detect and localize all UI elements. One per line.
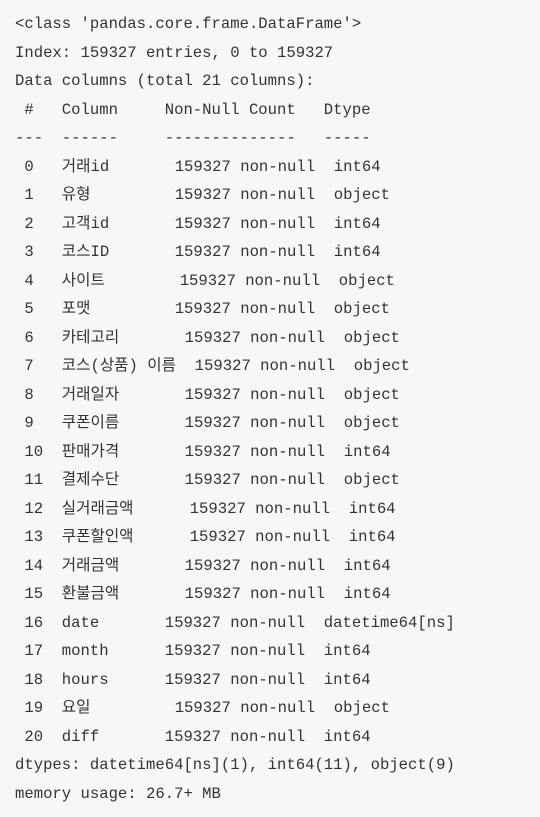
column-row: 11 결제수단 159327 non-null object: [15, 471, 400, 489]
output-line-memory-usage: memory usage: 26.7+ MB: [15, 784, 221, 803]
column-row: 12 실거래금액 159327 non-null int64: [15, 499, 396, 518]
column-row: 15 환불금액 159327 non-null int64: [15, 585, 391, 603]
output-line-separator: --- ------ -------------- -----: [15, 129, 371, 147]
column-row: 2 고객id 159327 non-null int64: [15, 214, 381, 233]
column-row: 0 거래id 159327 non-null int64: [15, 157, 381, 176]
column-row: 10 판매가격 159327 non-null int64: [15, 442, 391, 461]
column-row: 9 쿠폰이름 159327 non-null object: [15, 414, 400, 432]
column-row: 13 쿠폰할인액 159327 non-null int64: [15, 528, 396, 546]
output-line-column-headers: # Column Non-Null Count Dtype: [15, 100, 371, 119]
column-row: 6 카테고리 159327 non-null object: [15, 328, 400, 347]
column-row: 8 거래일자 159327 non-null object: [15, 385, 400, 404]
column-row: 20 diff 159327 non-null int64: [15, 727, 371, 746]
output-line-type: <class 'pandas.core.frame.DataFrame'>: [15, 15, 362, 33]
column-row: 3 코스ID 159327 non-null int64: [15, 243, 381, 261]
column-row: 5 포맷 159327 non-null object: [15, 300, 390, 318]
column-row: 4 사이트 159327 non-null object: [15, 271, 395, 290]
column-row: 1 유형 159327 non-null object: [15, 186, 390, 204]
column-row: 7 코스(상품) 이름 159327 non-null object: [15, 357, 410, 375]
output-line-column-count: Data columns (total 21 columns):: [15, 72, 315, 90]
column-row: 19 요일 159327 non-null object: [15, 699, 390, 717]
column-row: 14 거래금액 159327 non-null int64: [15, 556, 391, 575]
output-line-dtypes: dtypes: datetime64[ns](1), int64(11), ob…: [15, 756, 455, 774]
column-row: 16 date 159327 non-null datetime64[ns]: [15, 613, 455, 632]
column-row: 17 month 159327 non-null int64: [15, 642, 371, 660]
column-row: 18 hours 159327 non-null int64: [15, 670, 371, 689]
output-line-index: Index: 159327 entries, 0 to 159327: [15, 43, 334, 62]
